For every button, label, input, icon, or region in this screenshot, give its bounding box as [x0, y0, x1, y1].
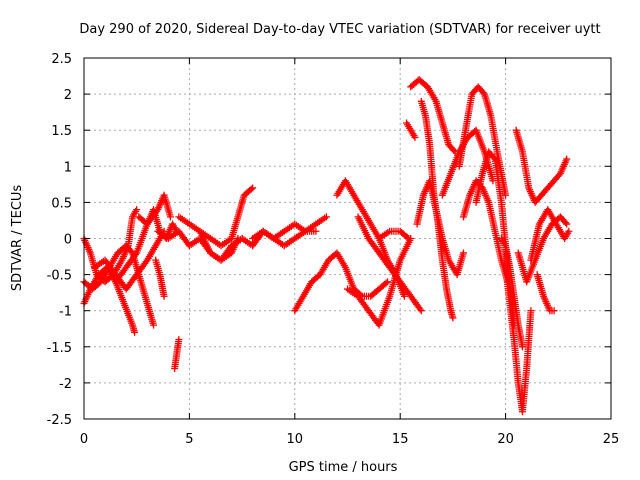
series-arc-1	[80, 206, 141, 286]
y-tick-label: -2.5	[47, 413, 72, 428]
series-arc-20	[407, 76, 459, 156]
data-point	[131, 328, 139, 336]
data-point	[417, 307, 425, 315]
x-tick-label: 10	[287, 432, 304, 447]
data-point	[459, 249, 467, 257]
series-arc-29	[512, 126, 571, 206]
data-point	[312, 227, 320, 235]
data-point	[249, 184, 257, 192]
data-point	[247, 185, 255, 193]
x-tick-label: 15	[392, 432, 409, 447]
data-point	[150, 321, 158, 329]
y-tick-label: -0.5	[47, 269, 72, 284]
series-arc-14	[291, 249, 392, 315]
series-arc-17	[354, 213, 425, 315]
data-point	[166, 213, 174, 221]
data-point	[133, 206, 141, 214]
y-tick-label: 0	[64, 233, 72, 248]
y-tick-label: -1.5	[47, 341, 72, 356]
data-point	[160, 292, 168, 300]
y-tick-label: 2.5	[51, 52, 72, 67]
data-point	[490, 154, 498, 162]
series-arc-32	[533, 271, 558, 315]
series-arc-18	[375, 227, 413, 242]
data-point	[565, 227, 573, 235]
x-tick-label: 20	[497, 432, 514, 447]
series-arc-3	[80, 263, 139, 336]
x-tick-labels: 0 5 10 15 20 25	[80, 432, 619, 447]
data-point	[411, 133, 419, 141]
data-point	[322, 213, 330, 221]
x-axis-label: GPS time / hours	[289, 460, 398, 475]
data-point	[400, 292, 408, 300]
data-point	[527, 307, 535, 315]
data-point	[405, 235, 413, 242]
data-point	[450, 146, 458, 154]
data-points	[80, 76, 573, 416]
series-arc-30	[514, 213, 571, 286]
data-point	[550, 307, 558, 315]
series-arc-13	[249, 213, 330, 242]
data-point	[384, 278, 392, 286]
series-arc-16	[344, 235, 415, 329]
data-point	[416, 305, 424, 313]
data-point	[382, 279, 390, 287]
series-arc-22	[417, 97, 457, 322]
y-tick-label: 1	[64, 160, 72, 175]
series-arc-19	[403, 119, 419, 141]
series-arc-11	[196, 184, 257, 250]
series-arc-28	[497, 235, 526, 351]
x-tick-label: 5	[185, 432, 193, 447]
y-tick-label: 0.5	[51, 196, 72, 211]
series-arc-7	[152, 256, 168, 300]
data-point	[518, 343, 526, 351]
data-point	[561, 219, 569, 227]
axis-ticks	[83, 57, 612, 420]
data-point	[132, 251, 140, 259]
data-point	[403, 233, 411, 241]
y-tick-label: -2	[59, 377, 72, 392]
y-tick-labels: -2.5 -2 -1.5 -1 -0.5 0 0.5 1 1.5 2 2.5	[47, 52, 72, 428]
data-point	[502, 191, 510, 199]
data-point	[175, 336, 183, 344]
series-arc-8	[171, 336, 183, 372]
y-tick-label: 1.5	[51, 124, 72, 139]
data-point	[563, 220, 571, 228]
chart-title: Day 290 of 2020, Sidereal Day-to-day VTE…	[79, 22, 600, 37]
data-point	[563, 155, 571, 163]
x-tick-label: 25	[603, 432, 620, 447]
series-arc-31	[527, 206, 573, 264]
series-arc-27	[502, 263, 535, 416]
x-tick-label: 0	[80, 432, 88, 447]
y-tick-label: 2	[64, 88, 72, 103]
y-tick-label: -1	[59, 305, 72, 320]
y-axis-label: SDTVAR / TECUs	[10, 185, 25, 292]
data-point	[449, 314, 457, 322]
